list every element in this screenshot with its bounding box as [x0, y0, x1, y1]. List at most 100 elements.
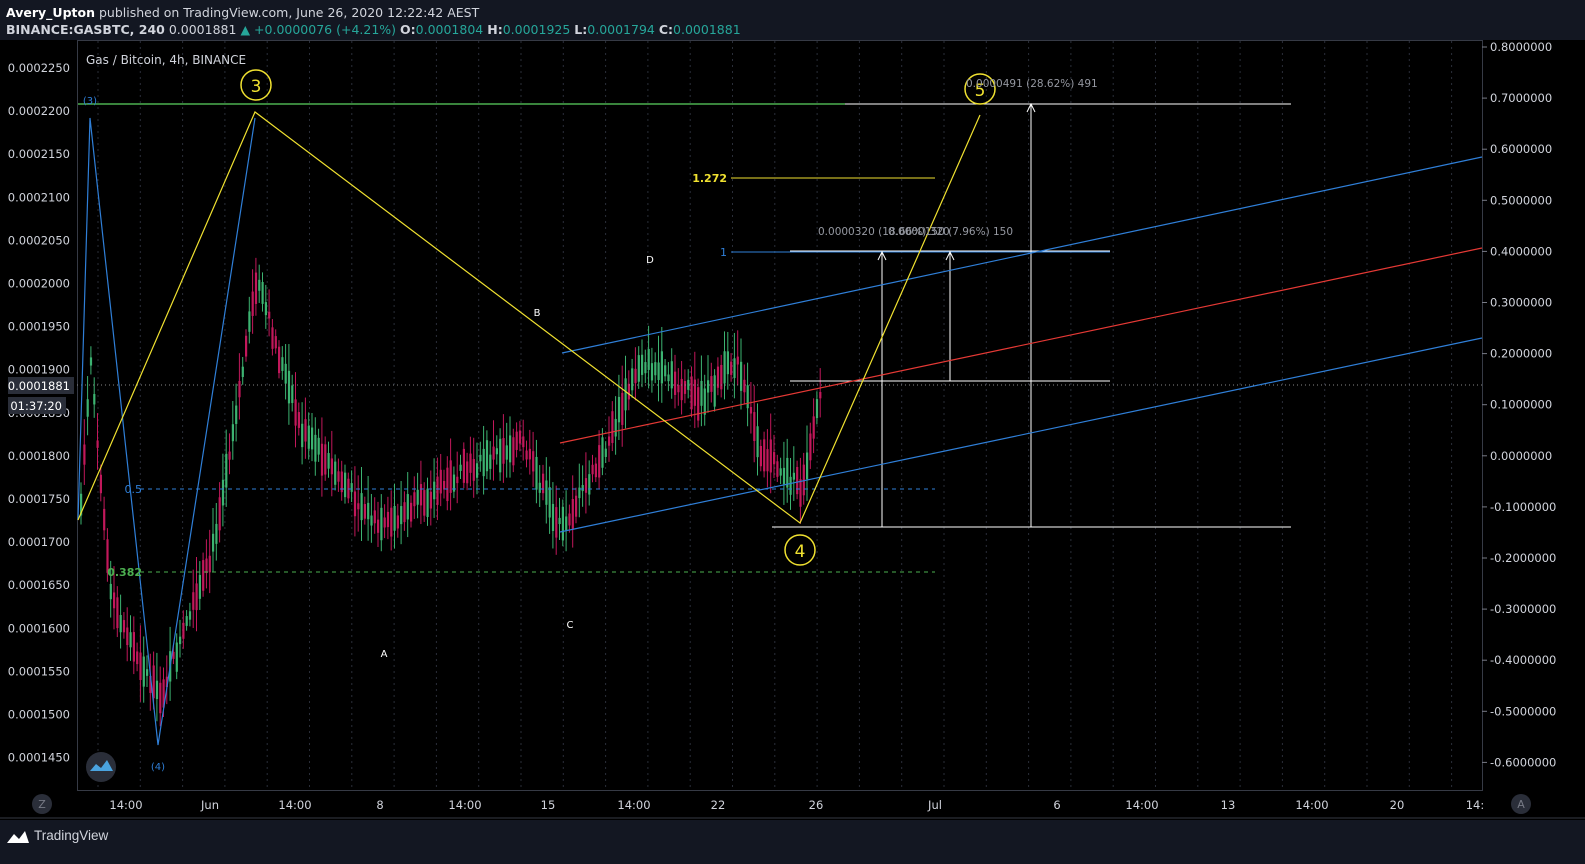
candle-body	[707, 380, 710, 393]
right-price-axis[interactable]: 0.8000000 0.7000000 0.6000000 0.5000000 0.40…	[1482, 40, 1556, 769]
candle-body	[650, 363, 654, 381]
left-axis-tick: 0.0001650	[8, 578, 70, 592]
close-value: 0.0001881	[673, 22, 741, 37]
vertical-grid	[97, 41, 1453, 790]
candle-body	[575, 495, 578, 517]
right-axis-tick: 0.4000000	[1490, 244, 1552, 258]
candle-body	[687, 379, 690, 390]
candle-body	[594, 463, 597, 478]
zoom-scale-button[interactable]	[32, 794, 52, 814]
fib-0382-label: 0.382	[107, 566, 142, 579]
measure-arrows	[877, 102, 1036, 527]
candle-body	[809, 433, 812, 461]
candle-body	[136, 651, 139, 665]
candle-body	[330, 458, 333, 475]
candle-body	[436, 476, 439, 505]
candlestick-series	[80, 257, 822, 727]
wave4-label: 4	[795, 542, 806, 562]
time-axis[interactable]: 14:00 Jun 14:00 8 14:00 15 14:00 22 26 Jul 6 14:00 1…	[109, 798, 1484, 812]
candle-body	[743, 379, 746, 393]
candle-body	[749, 407, 753, 414]
candle-body	[479, 454, 482, 462]
time-axis-tick: 14:	[1466, 798, 1485, 812]
candle-body	[565, 516, 568, 531]
candle-body	[353, 491, 357, 517]
right-axis-tick: 0.8000000	[1490, 40, 1552, 54]
left-axis-tick: 0.0001450	[8, 751, 70, 765]
right-axis-tick: 0.5000000	[1490, 193, 1552, 207]
candle-body	[93, 394, 96, 405]
candle-body	[720, 364, 723, 390]
ohlc-legend: BINANCE:GASBTC, 240 0.0001881 ▲ +0.00000…	[6, 22, 741, 37]
label-d: D	[646, 255, 654, 266]
candle-body	[337, 471, 340, 482]
candle-body	[759, 445, 762, 467]
yellow-wave-line	[77, 111, 981, 524]
candle-body	[492, 446, 495, 460]
channel-lower-line	[559, 337, 1483, 533]
candle-body	[146, 669, 149, 676]
candle-body	[238, 380, 241, 398]
left-axis-tick: 0.0002100	[8, 190, 70, 204]
candle-body	[235, 405, 238, 424]
candle-body	[535, 456, 538, 490]
candle-body	[598, 445, 601, 478]
wave4-sub-label: (4)	[151, 762, 165, 773]
candle-body	[786, 457, 789, 488]
candle-body	[99, 474, 102, 494]
change-value: +0.0000076 (+4.21%)	[254, 22, 397, 37]
left-price-axis[interactable]: 0.0002250 0.0002200 0.0002150 0.0002100 0.00…	[8, 61, 70, 765]
time-axis-tick: Jun	[200, 798, 219, 812]
candle-body	[730, 361, 733, 375]
fib-05-label: 0.5	[125, 483, 143, 496]
left-axis-tick: 0.0002050	[8, 233, 70, 247]
wave5-label: 5	[975, 81, 986, 101]
candle-body	[175, 642, 178, 672]
left-axis-tick: 0.0001950	[8, 320, 70, 334]
tradingview-watermark-badge	[86, 752, 116, 782]
candle-body	[317, 437, 320, 455]
candle-body	[472, 459, 475, 481]
right-axis-tick: 0.7000000	[1490, 91, 1552, 105]
tradingview-logo-icon[interactable]	[6, 828, 30, 846]
publisher-name[interactable]: Avery_Upton	[6, 5, 95, 20]
candle-body	[192, 592, 195, 610]
candle-body	[370, 515, 373, 526]
candle-body	[126, 627, 129, 646]
candle-body	[129, 632, 132, 648]
right-axis-tick: 0.6000000	[1490, 142, 1552, 156]
candle-body	[532, 451, 535, 472]
candle-body	[96, 440, 99, 448]
left-axis-tick: 0.0002200	[8, 104, 70, 118]
candle-body	[287, 370, 291, 404]
time-axis-tick: 15	[541, 798, 556, 812]
candle-body	[429, 491, 432, 509]
candle-body	[297, 412, 300, 428]
time-axis-tick: 14:00	[1295, 798, 1328, 812]
auto-scale-button[interactable]	[1511, 794, 1531, 814]
candle-body	[202, 560, 205, 591]
candle-body	[320, 443, 324, 476]
right-axis-tick: 0.0000000	[1490, 449, 1552, 463]
left-axis-tick: 0.0002150	[8, 147, 70, 161]
candle-body	[763, 439, 766, 472]
price-chart[interactable]: 3 5 4 (3) (4) A B C D 0.5 0.382 1.272 1 …	[0, 40, 1585, 820]
candle-body	[604, 448, 607, 457]
candle-body	[561, 506, 564, 541]
candle-body	[182, 622, 185, 639]
candle-body	[340, 471, 343, 493]
candle-body	[241, 366, 244, 378]
candle-body	[106, 539, 109, 573]
candle-body	[806, 452, 809, 480]
label-b: B	[534, 308, 541, 319]
candle-body	[690, 376, 693, 410]
time-axis-tick: 13	[1221, 798, 1236, 812]
symbol-label[interactable]: BINANCE:GASBTC, 240	[6, 22, 165, 37]
tradingview-brand[interactable]: TradingView	[34, 828, 109, 843]
low-label: L:	[574, 22, 588, 37]
candle-body	[485, 440, 489, 472]
candle-body	[350, 483, 353, 492]
candle-body	[779, 468, 782, 476]
left-axis-tick: 0.0001800	[8, 449, 70, 463]
candle-body	[456, 476, 459, 484]
